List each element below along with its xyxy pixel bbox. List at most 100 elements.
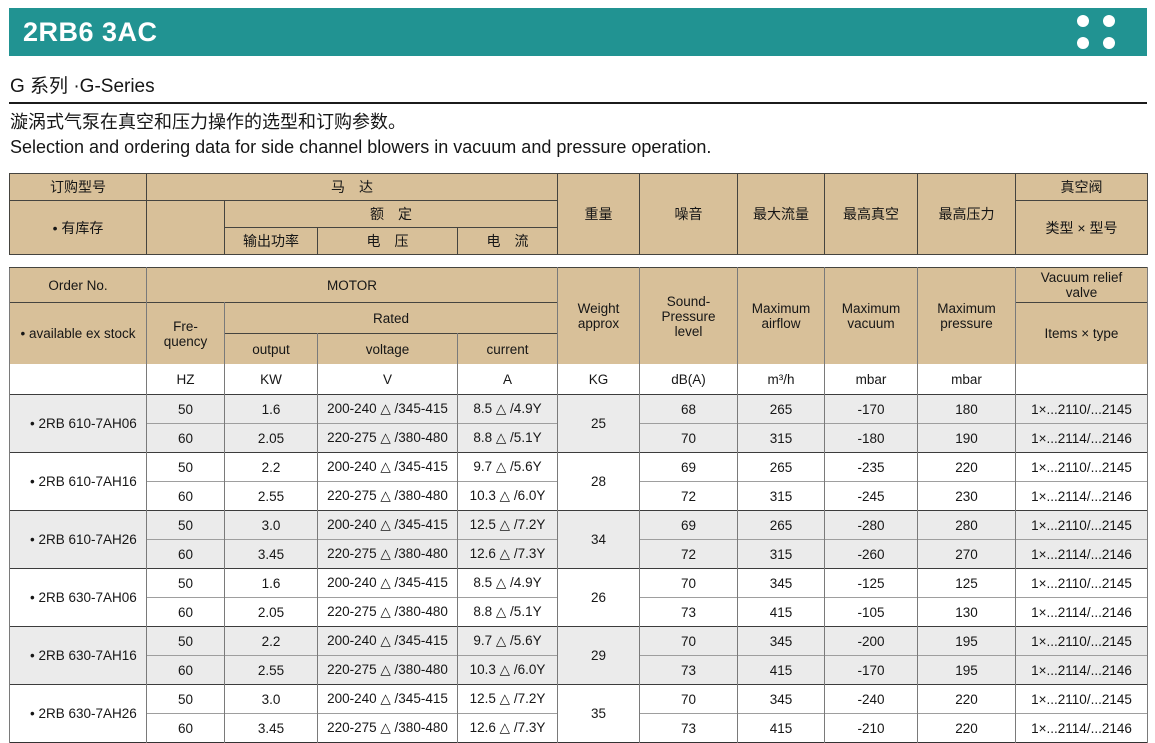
freq-cell: 60	[146, 713, 225, 743]
description-en: Selection and ordering data for side cha…	[10, 137, 712, 157]
weight-cell: 35	[557, 684, 640, 743]
header-vacuum-zh: 最高真空	[824, 173, 918, 255]
unit-freq: HZ	[146, 364, 225, 395]
table-row: 60 3.45 220-275 △ /380-480 12.6 △ /7.3Y 72 31…	[10, 539, 1148, 569]
voltage-cell: 220-275 △ /380-480	[317, 539, 458, 569]
vacuum-cell: -235	[824, 452, 918, 482]
pressure-cell: 190	[917, 423, 1016, 453]
voltage-cell: 200-240 △ /345-415	[317, 684, 458, 714]
sound-cell: 68	[639, 394, 738, 424]
weight-cell: 25	[557, 394, 640, 453]
pressure-cell: 195	[917, 626, 1016, 656]
vacuum-cell: -210	[824, 713, 918, 743]
valve-cell: 1×...2114/...2146	[1015, 481, 1148, 511]
airflow-cell: 265	[737, 452, 825, 482]
pressure-cell: 130	[917, 597, 1016, 627]
vacuum-cell: -200	[824, 626, 918, 656]
voltage-cell: 200-240 △ /345-415	[317, 452, 458, 482]
freq-cell: 60	[146, 423, 225, 453]
sound-cell: 73	[639, 655, 738, 685]
unit-empty	[1015, 364, 1148, 395]
unit-airflow: m³/h	[737, 364, 825, 395]
pressure-cell: 220	[917, 713, 1016, 743]
airflow-cell: 345	[737, 684, 825, 714]
header-order-en: Order No.	[9, 267, 147, 303]
table-row: • 2RB 610-7AH26 50 3.0 200-240 △ /345-415 12…	[9, 510, 1148, 569]
table-row: • 2RB 630-7AH16 50 2.2 200-240 △ /345-415 9.…	[9, 626, 1148, 685]
pressure-cell: 220	[917, 684, 1016, 714]
pressure-cell: 230	[917, 481, 1016, 511]
unit-vacuum: mbar	[824, 364, 918, 395]
order-no-cell: • 2RB 630-7AH16	[9, 626, 147, 685]
unit-weight: KG	[557, 364, 640, 395]
sound-cell: 69	[639, 510, 738, 540]
valve-cell: 1×...2110/...2145	[1015, 684, 1148, 714]
divider	[9, 102, 1147, 104]
vacuum-cell: -105	[824, 597, 918, 627]
pressure-cell: 180	[917, 394, 1016, 424]
output-cell: 3.0	[224, 684, 318, 714]
output-cell: 2.2	[224, 626, 318, 656]
header-vacuum-en: Maximum vacuum	[824, 267, 918, 364]
vacuum-cell: -240	[824, 684, 918, 714]
header-voltage-en: voltage	[317, 333, 458, 364]
table-row: • 2RB 630-7AH06 50 1.6 200-240 △ /345-415 8.…	[9, 568, 1148, 627]
voltage-cell: 220-275 △ /380-480	[317, 713, 458, 743]
page-title: 2RB6 3AC	[23, 16, 158, 47]
header-valve-en: Vacuum relief valve	[1015, 267, 1148, 303]
table-row: 60 2.55 220-275 △ /380-480 10.3 △ /6.0Y 73 41…	[10, 655, 1148, 685]
header-sound-en: Sound-Pressure level	[639, 267, 738, 364]
header-sound-zh: 噪音	[639, 173, 738, 255]
pressure-cell: 220	[917, 452, 1016, 482]
header-output-en: output	[224, 333, 318, 364]
valve-cell: 1×...2114/...2146	[1015, 655, 1148, 685]
table-row: 输出功率 电 压 电 流	[10, 227, 1148, 255]
valve-cell: 1×...2110/...2145	[1015, 626, 1148, 656]
table-row: 60 2.05 220-275 △ /380-480 8.8 △ /5.1Y 73 415…	[10, 597, 1148, 627]
current-cell: 12.6 △ /7.3Y	[457, 539, 558, 569]
order-no-cell: • 2RB 610-7AH06	[9, 394, 147, 453]
output-cell: 3.45	[224, 539, 318, 569]
voltage-cell: 200-240 △ /345-415	[317, 394, 458, 424]
airflow-cell: 265	[737, 394, 825, 424]
unit-current: A	[457, 364, 558, 395]
valve-cell: 1×...2114/...2146	[1015, 423, 1148, 453]
header-freq-zh-empty	[146, 200, 225, 255]
pressure-cell: 125	[917, 568, 1016, 598]
units-row: HZ KW V A KG dB(A) m³/h mbar mbar	[9, 364, 1148, 395]
voltage-cell: 200-240 △ /345-415	[317, 626, 458, 656]
sound-cell: 73	[639, 713, 738, 743]
table-row: • 2RB 630-7AH26 50 3.0 200-240 △ /345-415 12…	[9, 684, 1148, 743]
header-table-zh: 订购型号 马 达 重量 噪音 最大流量 最高真空 最高压力 真空阀 • 有库存 …	[9, 173, 1148, 255]
title-bar: 2RB6 3AC	[9, 8, 1147, 56]
header-valve-items-zh: 类型 × 型号	[1015, 200, 1148, 255]
valve-cell: 1×...2114/...2146	[1015, 597, 1148, 627]
airflow-cell: 345	[737, 568, 825, 598]
header-freq-en: Fre-quency	[146, 302, 225, 364]
current-cell: 8.8 △ /5.1Y	[457, 423, 558, 453]
header-motor-en: MOTOR	[146, 267, 558, 303]
output-cell: 2.2	[224, 452, 318, 482]
current-cell: 10.3 △ /6.0Y	[457, 655, 558, 685]
table-row: 订购型号 马 达 重量 噪音 最大流量 最高真空 最高压力 真空阀	[9, 173, 1148, 255]
vacuum-cell: -245	[824, 481, 918, 511]
airflow-cell: 315	[737, 423, 825, 453]
freq-cell: 60	[146, 481, 225, 511]
current-cell: 12.6 △ /7.3Y	[457, 713, 558, 743]
valve-cell: 1×...2114/...2146	[1015, 539, 1148, 569]
output-cell: 2.05	[224, 423, 318, 453]
table-row: • 2RB 610-7AH16 50 2.2 200-240 △ /345-415 9.…	[9, 452, 1148, 511]
header-valve-zh: 真空阀	[1015, 173, 1148, 201]
voltage-cell: 200-240 △ /345-415	[317, 510, 458, 540]
grid-dots-icon	[1077, 15, 1115, 49]
spec-table: Order No. MOTOR Weight approx Sound-Pres…	[9, 267, 1148, 743]
vacuum-cell: -170	[824, 655, 918, 685]
freq-cell: 50	[146, 568, 225, 598]
airflow-cell: 315	[737, 539, 825, 569]
weight-cell: 28	[557, 452, 640, 511]
unit-output: KW	[224, 364, 318, 395]
sound-cell: 69	[639, 452, 738, 482]
header-pressure-zh: 最高压力	[917, 173, 1016, 255]
voltage-cell: 220-275 △ /380-480	[317, 655, 458, 685]
header-voltage-zh: 电 压	[317, 227, 458, 255]
